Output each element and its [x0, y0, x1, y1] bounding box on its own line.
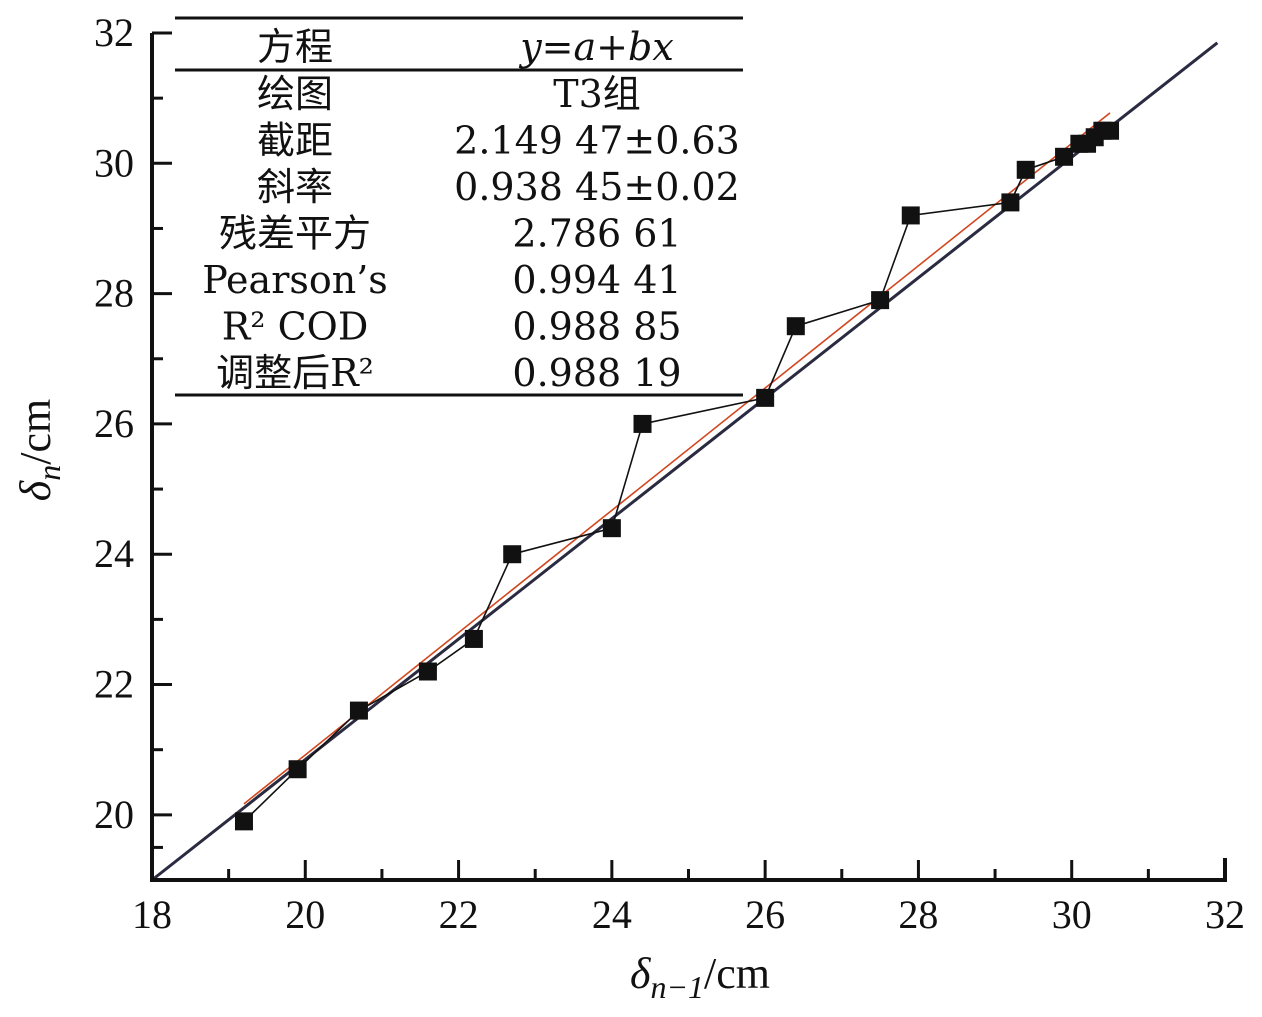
y-axis-unit: /cm	[11, 399, 60, 465]
table-header-label: 方程	[257, 25, 333, 69]
table-row-value: 0.988 85	[512, 305, 681, 349]
x-tick-label: 18	[132, 892, 172, 937]
data-point	[234, 812, 253, 831]
data-point	[786, 317, 805, 336]
x-tick-label: 20	[285, 892, 325, 937]
x-tick-label: 32	[1205, 892, 1245, 937]
data-point	[1016, 160, 1035, 179]
x-tick-label: 24	[592, 892, 632, 937]
table-row-value: 0.938 45±0.02	[454, 165, 740, 209]
y-tick-label: 26	[94, 401, 134, 446]
point-layer	[234, 121, 1120, 831]
x-tick-label: 28	[898, 892, 938, 937]
data-point	[1055, 147, 1074, 166]
y-tick-label: 24	[94, 531, 134, 576]
data-point	[901, 206, 920, 225]
table-row-value: T3组	[553, 72, 641, 116]
table-row-label: 残差平方	[219, 212, 371, 256]
table-row-value: 0.988 19	[512, 351, 681, 395]
data-point	[602, 519, 621, 538]
data-point	[349, 701, 368, 720]
table-row-label: 斜率	[257, 165, 333, 209]
table-header-value: y=a+bx	[518, 25, 674, 69]
x-axis-subscript: n−1	[650, 969, 704, 1005]
tick-labels: 18 20 22 24 26 28 30 32 20 22 24 26 28 30 32	[94, 10, 1245, 937]
data-point	[756, 388, 775, 407]
y-axis-symbol: δ	[11, 479, 60, 501]
table-row-value: 0.994 41	[512, 258, 681, 302]
data-point	[418, 662, 437, 681]
y-axis-subscript: n	[31, 465, 67, 481]
table-row-label: 调整后R²	[216, 351, 374, 395]
data-point	[871, 291, 890, 310]
y-axis-title: δn/cm	[11, 399, 67, 501]
y-tick-label: 20	[94, 792, 134, 837]
data-point	[288, 760, 307, 779]
x-axis-title: δn−1/cm	[630, 949, 770, 1005]
table-row-label: 截距	[257, 119, 333, 163]
table-row-label: R² COD	[222, 305, 369, 349]
data-point	[633, 414, 652, 433]
y-tick-label: 32	[94, 10, 134, 55]
reference-diagonal-line	[151, 41, 1219, 882]
y-tick-label: 28	[94, 271, 134, 316]
data-point	[464, 629, 483, 648]
fit-line	[243, 112, 1111, 805]
axes	[150, 31, 1227, 882]
y-tick-label: 30	[94, 140, 134, 185]
x-tick-label: 30	[1052, 892, 1092, 937]
x-tick-label: 22	[439, 892, 479, 937]
table-row-value: 2.149 47±0.63	[454, 119, 740, 163]
x-axis-unit: /cm	[704, 949, 770, 998]
table-row-label: Pearson’s	[202, 258, 388, 302]
table-row-label: 绘图	[257, 72, 333, 116]
x-axis-symbol: δ	[630, 949, 652, 998]
x-tick-label: 26	[745, 892, 785, 937]
table-row-value: 2.786 61	[512, 212, 681, 256]
data-point	[1001, 193, 1020, 212]
data-point	[503, 545, 522, 564]
y-tick-label: 22	[94, 662, 134, 707]
data-point	[1101, 121, 1120, 140]
